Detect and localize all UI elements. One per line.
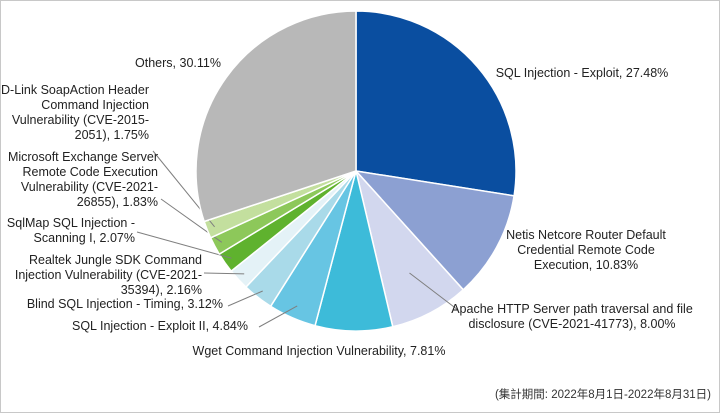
slice-label-1: SQL Injection - Exploit, 27.48% [496, 66, 669, 80]
slice-label-4: Wget Command Injection Vulnerability, 7.… [193, 344, 446, 358]
slice-label-11: Others, 30.11% [135, 56, 221, 70]
slice-label-8-line-1: SqlMap SQL Injection - [7, 216, 135, 230]
slice-label-1-line-1: SQL Injection - Exploit, 27.48% [496, 66, 669, 80]
slice-label-9: Microsoft Exchange Server Remote Code Exe… [8, 150, 158, 209]
slice-label-10-line-1: D-Link SoapAction Header [1, 83, 149, 97]
slice-label-11-line-1: Others, 30.11% [135, 56, 221, 70]
slice-label-2-line-3: Execution, 10.83% [534, 258, 638, 272]
slice-label-4-line-1: Wget Command Injection Vulnerability, 7.… [193, 344, 446, 358]
pie-slice-1 [355, 10, 517, 197]
slice-label-7-line-3: 35394), 2.16% [121, 283, 202, 297]
pie-slice-11 [195, 10, 357, 223]
leader-line-8 [136, 231, 232, 259]
slice-label-2-line-1: Netis Netcore Router Default [506, 228, 666, 242]
slice-label-9-line-3: Vulnerability (CVE-2021- [21, 180, 158, 194]
slice-label-9-line-2: Remote Code Execution [23, 165, 159, 179]
slice-label-3-line-2: disclosure (CVE-2021-41773), 8.00% [468, 317, 675, 331]
slice-label-7: Realtek Jungle SDK Command Injection Vuln… [15, 253, 202, 297]
slice-label-6: Blind SQL Injection - Timing, 3.12% [27, 297, 223, 311]
slice-label-9-line-4: 26855), 1.83% [77, 195, 158, 209]
leader-line-7 [203, 272, 245, 275]
slice-label-8-line-2: Scanning I, 2.07% [34, 231, 135, 245]
slice-label-3: Apache HTTP Server path traversal and fi… [451, 302, 693, 331]
slice-label-7-line-2: Injection Vulnerability (CVE-2021- [15, 268, 202, 282]
slice-label-2: Netis Netcore Router Default Credential R… [506, 228, 666, 272]
slice-label-7-line-1: Realtek Jungle SDK Command [29, 253, 202, 267]
slice-label-2-line-2: Credential Remote Code [517, 243, 655, 257]
slice-label-10-line-2: Command Injection [41, 98, 149, 112]
leader-line-3 [409, 272, 459, 311]
leader-line-6 [227, 290, 263, 307]
slice-label-9-line-1: Microsoft Exchange Server [8, 150, 158, 164]
slice-label-5: SQL Injection - Exploit II, 4.84% [72, 319, 248, 333]
slice-label-10: D-Link SoapAction Header Command Injectio… [1, 83, 149, 142]
slice-label-6-line-1: Blind SQL Injection - Timing, 3.12% [27, 297, 223, 311]
leader-line-5 [258, 305, 298, 328]
slice-label-10-line-4: 2051), 1.75% [75, 128, 149, 142]
slice-label-10-line-3: Vulnerability (CVE-2015- [12, 113, 149, 127]
slice-label-5-line-1: SQL Injection - Exploit II, 4.84% [72, 319, 248, 333]
pie-slice-2 [354, 169, 515, 291]
slice-label-8: SqlMap SQL Injection -Scanning I, 2.07% [7, 216, 135, 245]
slice-label-3-line-1: Apache HTTP Server path traversal and fi… [451, 302, 693, 316]
